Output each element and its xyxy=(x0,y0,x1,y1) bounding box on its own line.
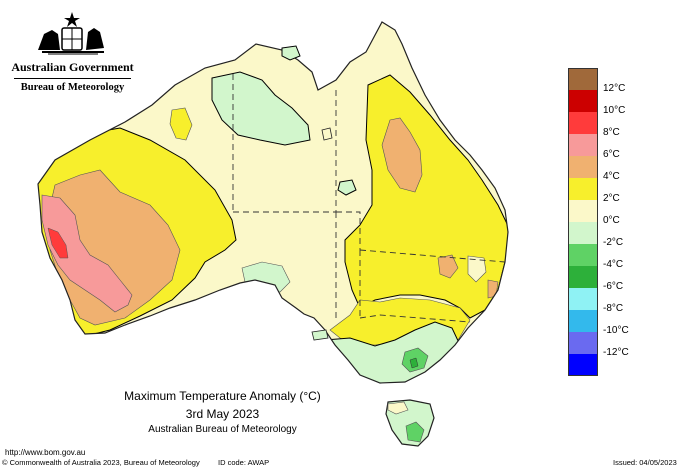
legend-swatch xyxy=(568,244,598,266)
legend-label: -10°C xyxy=(603,325,629,336)
region-west-6to8 xyxy=(41,194,133,313)
region-east-4to6-small xyxy=(437,254,459,279)
region-southeast-colder xyxy=(409,357,419,369)
legend-label: -4°C xyxy=(603,259,624,270)
government-header: Australian Government Bureau of Meteorol… xyxy=(10,10,135,93)
legend-swatch xyxy=(568,288,598,310)
region-central-cool xyxy=(337,179,357,196)
legend-swatch xyxy=(568,332,598,354)
region-west-8to10 xyxy=(47,227,69,259)
legend-label: -8°C xyxy=(603,303,624,314)
legend-label: 6°C xyxy=(603,149,620,160)
bureau-name: Bureau of Meteorology xyxy=(20,82,125,93)
government-name: Australian Government xyxy=(11,60,134,74)
legend-label: 8°C xyxy=(603,127,620,138)
legend-label: -12°C xyxy=(603,347,629,358)
legend-label: 10°C xyxy=(603,105,626,116)
tasmania xyxy=(385,399,435,447)
map-date: 3rd May 2023 xyxy=(185,407,260,421)
legend-swatch xyxy=(568,90,598,112)
region-east-4to6-coast xyxy=(487,279,499,299)
legend-label: -2°C xyxy=(603,237,624,248)
bom-url-link[interactable]: http://www.bom.gov.au xyxy=(5,448,86,457)
region-east-4to6 xyxy=(381,117,423,193)
legend-label: 2°C xyxy=(603,193,620,204)
legend-swatch xyxy=(568,310,598,332)
id-code: ID code: AWAP xyxy=(218,458,270,467)
melville-island xyxy=(281,45,301,61)
copyright-text: © Commonwealth of Australia 2023, Bureau… xyxy=(2,458,200,467)
legend-swatch xyxy=(568,354,598,376)
legend-swatch xyxy=(568,222,598,244)
header-divider xyxy=(14,78,131,79)
legend-swatch xyxy=(568,178,598,200)
legend-swatch xyxy=(568,68,598,90)
legend-label: 4°C xyxy=(603,171,620,182)
region-kimberley-warm xyxy=(169,107,193,141)
legend-swatch xyxy=(568,134,598,156)
groote-eylandt xyxy=(321,127,333,141)
legend-swatch xyxy=(568,112,598,134)
map-title: Maximum Temperature Anomaly (°C) xyxy=(124,389,321,403)
map-source: Australian Bureau of Meteorology xyxy=(148,424,297,435)
kangaroo-island xyxy=(311,329,329,341)
issued-date: Issued: 04/05/2023 xyxy=(613,458,677,467)
state-borders xyxy=(232,74,506,323)
coat-of-arms-icon xyxy=(37,12,104,55)
legend-swatch xyxy=(568,156,598,178)
region-north-cool xyxy=(211,71,311,146)
legend-swatch xyxy=(568,266,598,288)
legend-label: 0°C xyxy=(603,215,620,226)
legend-label: -6°C xyxy=(603,281,624,292)
region-east-cool-pocket xyxy=(467,255,487,283)
legend-swatch xyxy=(568,200,598,222)
legend-label: 12°C xyxy=(603,83,626,94)
